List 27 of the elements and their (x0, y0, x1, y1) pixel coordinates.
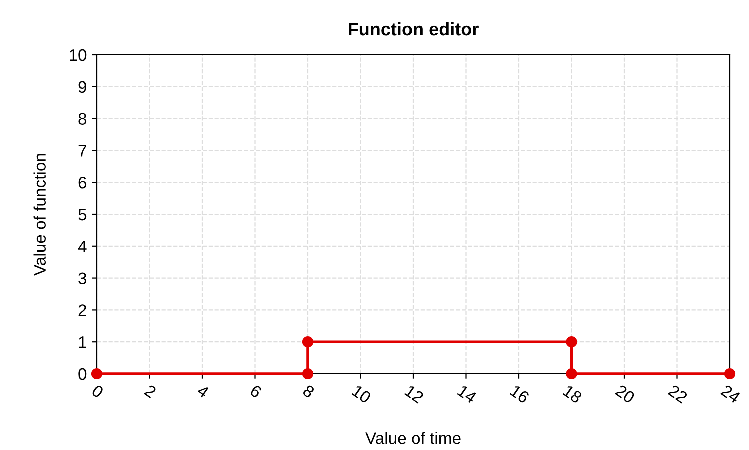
x-tick-label: 8 (302, 384, 316, 399)
x-tick-label: 4 (196, 384, 210, 399)
x-tick-label: 12 (404, 384, 425, 404)
x-tick-label: 20 (615, 384, 636, 404)
y-axis-title: Value of function (34, 154, 46, 276)
y-tick-label: 3 (78, 272, 87, 285)
y-tick-label: 1 (79, 336, 86, 348)
x-tick-label: 16 (510, 384, 530, 404)
x-tick-label: 0 (91, 384, 104, 399)
y-tick-label: 10 (70, 49, 87, 62)
y-tick-label: 8 (78, 113, 87, 126)
y-tick-label: 2 (78, 304, 86, 316)
y-tick-label: 0 (78, 368, 87, 380)
y-tick-label: 7 (78, 145, 86, 157)
x-axis-title: Value of time (366, 432, 461, 444)
x-tick-label: 18 (562, 384, 583, 404)
y-tick-label: 5 (78, 209, 87, 221)
y-tick-label: 6 (78, 177, 87, 189)
x-tick-label: 10 (352, 384, 372, 404)
y-tick-label: 9 (78, 81, 86, 94)
x-tick-label: 22 (668, 384, 688, 404)
x-tick-label: 2 (144, 384, 158, 398)
x-tick-label: 24 (720, 384, 742, 404)
x-tick-label: 14 (457, 384, 478, 404)
y-tick-label: 4 (78, 240, 87, 252)
x-tick-label: 6 (250, 384, 263, 399)
chart-title: Function editor (349, 22, 479, 36)
